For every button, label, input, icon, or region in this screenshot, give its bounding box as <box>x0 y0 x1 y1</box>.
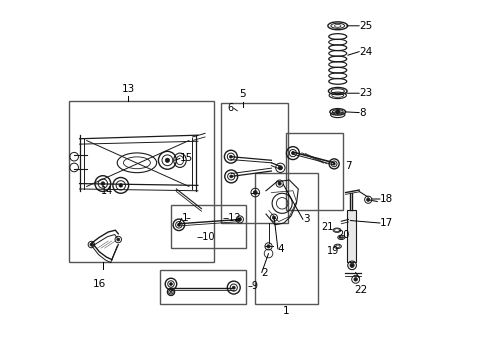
Circle shape <box>238 218 241 221</box>
Text: 1: 1 <box>282 306 288 316</box>
Circle shape <box>170 291 171 293</box>
Circle shape <box>349 263 353 267</box>
Text: 6: 6 <box>226 103 233 113</box>
Text: 22: 22 <box>354 285 367 295</box>
Text: ‒10: ‒10 <box>196 232 215 242</box>
Circle shape <box>229 175 232 178</box>
Circle shape <box>278 166 282 170</box>
Text: 25: 25 <box>359 21 372 31</box>
Text: 1: 1 <box>182 213 188 223</box>
Bar <box>285 134 343 211</box>
Bar <box>346 211 356 262</box>
Text: 5: 5 <box>239 89 245 99</box>
Circle shape <box>332 163 335 165</box>
Text: 2: 2 <box>261 267 268 278</box>
Circle shape <box>253 190 257 194</box>
Circle shape <box>272 216 275 219</box>
Text: ‒12: ‒12 <box>222 213 241 222</box>
Text: 18: 18 <box>379 194 392 204</box>
Text: 17: 17 <box>379 218 392 228</box>
Circle shape <box>366 198 369 201</box>
Bar <box>255 173 317 304</box>
Circle shape <box>232 286 235 289</box>
Circle shape <box>229 155 232 158</box>
Circle shape <box>335 110 339 114</box>
Text: 24: 24 <box>359 46 372 57</box>
Text: 8: 8 <box>359 108 365 118</box>
Circle shape <box>101 182 104 185</box>
Text: 20: 20 <box>337 230 349 239</box>
Circle shape <box>119 184 122 187</box>
Circle shape <box>117 238 120 241</box>
Bar <box>171 205 246 248</box>
Text: 15: 15 <box>180 153 193 163</box>
Text: 13: 13 <box>121 84 134 94</box>
Bar <box>221 103 287 223</box>
Circle shape <box>278 182 281 185</box>
Circle shape <box>266 245 269 248</box>
Circle shape <box>353 278 357 281</box>
Text: 23: 23 <box>359 88 372 98</box>
Bar <box>160 270 246 304</box>
Bar <box>69 101 214 262</box>
Text: –9: –9 <box>247 281 258 291</box>
Circle shape <box>177 224 180 226</box>
Text: 3: 3 <box>303 215 309 224</box>
Circle shape <box>169 283 172 285</box>
Text: 16: 16 <box>92 279 106 289</box>
Text: –: – <box>185 213 190 223</box>
Circle shape <box>165 158 169 162</box>
Text: 14: 14 <box>101 186 113 196</box>
Text: 4: 4 <box>277 244 284 254</box>
Text: 7: 7 <box>344 161 351 171</box>
Circle shape <box>90 243 93 246</box>
Circle shape <box>291 152 294 154</box>
Text: 19: 19 <box>326 246 339 256</box>
Text: 21: 21 <box>320 222 332 231</box>
